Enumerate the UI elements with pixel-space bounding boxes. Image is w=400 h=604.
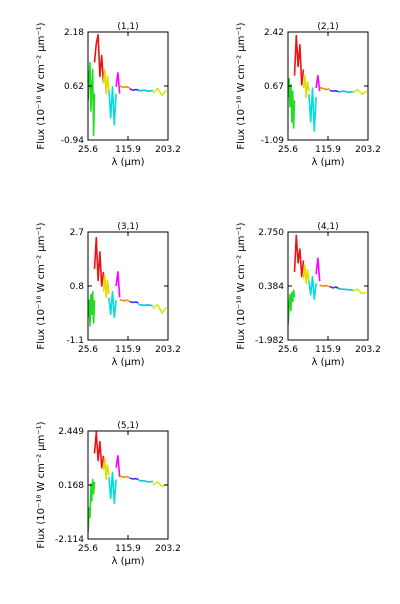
series-line [138, 89, 154, 92]
series-line [129, 88, 139, 91]
y-tick-label: 2.750 [258, 228, 284, 238]
series-line [338, 90, 354, 94]
x-tick-label: 25.6 [78, 544, 98, 554]
series-line [287, 289, 296, 325]
series-line [338, 288, 354, 291]
panel-title: (4,1) [317, 222, 338, 232]
series-line [293, 234, 305, 278]
series-line [119, 475, 130, 479]
y-tick-label: -2.114 [55, 535, 84, 545]
series-line [102, 273, 110, 299]
x-axis-label: λ (μm) [111, 357, 144, 368]
x-tick-label: 203.2 [355, 145, 381, 155]
x-tick-label: 115.9 [115, 145, 141, 155]
y-tick-label: 2.7 [70, 228, 84, 238]
series-line [319, 86, 330, 91]
panel-1: 25.6 115.9 203.2 2.18 0.62 -0.94 (1,1) λ (μm) Fl… [36, 22, 181, 168]
panel-5: 25.6 115.9 203.2 2.449 0.168 -2.114 (5,1) λ (μm… [36, 421, 181, 567]
x-tick-label: 115.9 [315, 145, 341, 155]
x-axis-label: λ (μm) [111, 157, 144, 168]
series-line [352, 288, 367, 295]
series-line [102, 68, 110, 95]
y-axis-label: Flux (10⁻¹⁸ W cm⁻² μm⁻¹) [36, 421, 47, 548]
y-tick-label: 0.8 [70, 282, 85, 292]
panel-title: (3,1) [117, 222, 138, 232]
panel-title: (5,1) [117, 421, 138, 431]
x-tick-label: 203.2 [155, 145, 181, 155]
series-line [115, 271, 121, 298]
y-tick-label: 0.168 [58, 481, 84, 491]
series-line [308, 87, 317, 132]
series-line [152, 87, 168, 97]
series-line [308, 275, 317, 301]
y-tick-label: 0.67 [264, 82, 284, 92]
x-tick-label: 25.6 [78, 345, 98, 355]
series-line [119, 298, 130, 303]
x-tick-label: 25.6 [278, 345, 298, 355]
x-tick-label: 25.6 [278, 145, 298, 155]
series-line [115, 455, 121, 478]
y-axis-label: Flux (10⁻¹⁸ W cm⁻² μm⁻¹) [236, 222, 247, 349]
series-line [119, 85, 130, 89]
y-tick-label: 2.449 [58, 427, 84, 437]
series-line [152, 303, 168, 314]
y-tick-label: 0.384 [258, 282, 284, 292]
series-line [108, 85, 117, 126]
y-tick-label: 2.42 [264, 28, 284, 38]
series-line [319, 284, 330, 288]
series-line [115, 72, 121, 94]
y-tick-label: 0.62 [64, 82, 84, 92]
x-tick-label: 203.2 [155, 544, 181, 554]
series-line [138, 303, 154, 307]
x-tick-label: 203.2 [155, 345, 181, 355]
y-tick-label: -1.982 [255, 336, 284, 346]
y-axis-label: Flux (10⁻¹⁸ W cm⁻² μm⁻¹) [236, 22, 247, 149]
series-line [87, 290, 96, 327]
series-line [93, 431, 105, 469]
series-line [129, 477, 139, 481]
series-line [102, 457, 110, 481]
x-tick-label: 115.9 [115, 345, 141, 355]
series-line [129, 300, 139, 304]
series-line [87, 61, 96, 136]
panel-4: 25.6 115.9 203.2 2.750 0.384 -1.982 (4,1) λ (μm… [236, 222, 381, 368]
series-line [87, 478, 96, 532]
x-tick-label: 25.6 [78, 145, 98, 155]
panel-2: 25.6 115.9 203.2 2.42 0.67 -1.09 (2,1) λ (μm) Fl… [236, 22, 381, 168]
y-axis-label: Flux (10⁻¹⁸ W cm⁻² μm⁻¹) [36, 222, 47, 349]
panel-3: 25.6 115.9 203.2 2.7 0.8 -1.1 (3,1) λ (μm) Flux … [36, 222, 181, 368]
panel-title: (1,1) [117, 22, 138, 32]
series-line [315, 74, 321, 92]
panel-title: (2,1) [317, 22, 338, 32]
series-line [287, 78, 296, 129]
series-line [138, 479, 154, 483]
x-axis-label: λ (μm) [111, 556, 144, 567]
x-tick-label: 115.9 [115, 544, 141, 554]
series-line [329, 89, 339, 93]
y-tick-label: -1.09 [261, 136, 285, 146]
series-line [93, 236, 105, 287]
series-line [108, 290, 117, 319]
series-line [302, 74, 310, 98]
series-line [302, 264, 310, 285]
x-tick-label: 115.9 [315, 345, 341, 355]
y-tick-label: -0.94 [61, 136, 85, 146]
x-axis-label: λ (μm) [311, 357, 344, 368]
x-tick-label: 203.2 [355, 345, 381, 355]
series-line [293, 34, 305, 86]
y-axis-label: Flux (10⁻¹⁸ W cm⁻² μm⁻¹) [36, 22, 47, 149]
series-line [315, 257, 321, 282]
y-tick-label: -1.1 [66, 336, 84, 346]
series-line [329, 285, 339, 290]
series-line [352, 88, 368, 95]
x-axis-label: λ (μm) [311, 157, 344, 168]
series-line [93, 34, 105, 84]
series-line [108, 471, 117, 504]
y-tick-label: 2.18 [64, 28, 84, 38]
